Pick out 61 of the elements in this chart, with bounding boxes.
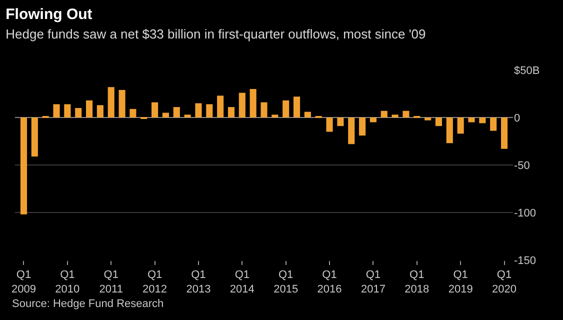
bar (337, 118, 344, 126)
x-tick-label: Q1 2015 (274, 269, 298, 296)
bar (86, 100, 93, 118)
x-tick-label: Q1 2018 (404, 269, 430, 296)
x-tick-label: Q1 2012 (142, 269, 168, 296)
bar (31, 118, 38, 156)
bar (173, 107, 180, 118)
chart-subtitle: Hedge funds saw a net $33 billion in first-quarter outflows, most since '09 (6, 26, 426, 42)
bar (402, 110, 410, 118)
x-tick-label: Q1 2017 (360, 269, 386, 296)
source-note: Source: Hedge Fund Research (12, 298, 164, 310)
x-tick-label: Q1 2020 (492, 269, 516, 296)
bar (238, 92, 246, 118)
bar (490, 118, 497, 131)
bar (195, 103, 202, 118)
bar (359, 118, 366, 136)
bar (64, 104, 71, 118)
bar (424, 118, 432, 120)
x-tick-label: Q1 2014 (230, 269, 254, 296)
bar (468, 118, 475, 122)
x-tick-label: Q1 2010 (55, 269, 80, 296)
bar (228, 107, 235, 118)
y-tick-label: -150 (514, 254, 536, 267)
bar (217, 96, 224, 118)
bar (206, 104, 213, 118)
y-tick-label: -100 (514, 207, 536, 220)
bar (293, 96, 300, 118)
bar (20, 118, 28, 214)
bar (53, 104, 60, 118)
x-tick-label: Q1 2009 (12, 269, 36, 296)
y-tick-label: 0 (514, 112, 520, 124)
bar (184, 114, 191, 118)
bar (500, 118, 508, 149)
bar (260, 102, 268, 118)
bar (435, 118, 442, 126)
bar (75, 108, 82, 118)
bar (282, 100, 290, 118)
x-tick-label: Q1 2011 (99, 269, 123, 296)
bar (130, 108, 136, 118)
bar (380, 110, 388, 118)
bar (162, 112, 169, 118)
bar (108, 87, 114, 118)
bar (457, 118, 464, 134)
y-tick-label: -50 (514, 160, 530, 172)
x-tick-label: Q1 2019 (448, 269, 473, 296)
bar (304, 112, 311, 118)
bar (446, 118, 453, 144)
x-tick-label: Q1 2013 (186, 269, 211, 296)
bar (152, 102, 158, 118)
bar (348, 118, 355, 144)
chart-title: Flowing Out (6, 6, 92, 24)
bar (479, 118, 486, 124)
y-tick-label: $50B (514, 64, 540, 77)
bar (272, 114, 278, 118)
bar (326, 118, 333, 132)
bar (392, 114, 398, 118)
bar (96, 105, 104, 118)
bar (118, 90, 126, 118)
x-tick-label: Q1 2016 (317, 269, 342, 296)
bar (370, 118, 376, 122)
bar (250, 89, 256, 118)
